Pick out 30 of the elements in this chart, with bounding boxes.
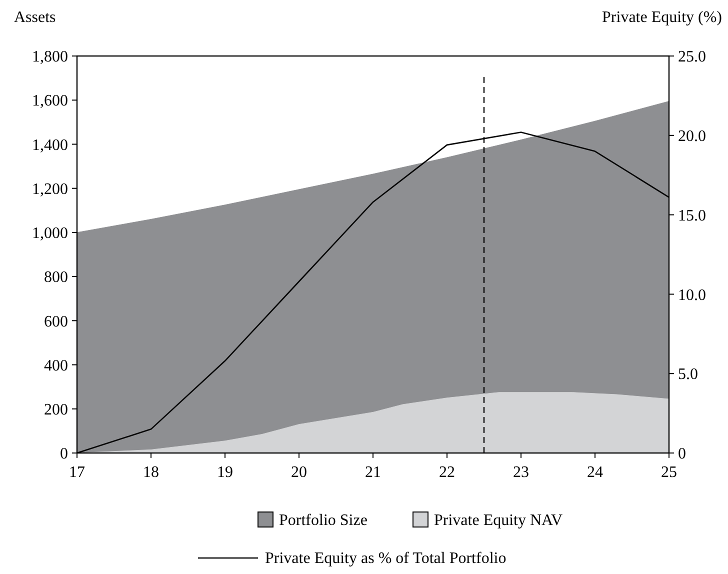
legend-label: Portfolio Size (279, 512, 368, 529)
x-tick-label: 19 (217, 464, 233, 481)
y2-tick-label: 20.0 (678, 128, 706, 145)
y-tick-label: 400 (44, 357, 68, 374)
y-tick-label: 1,200 (32, 180, 68, 198)
x-tick-label: 17 (69, 464, 85, 481)
y-tick-label: 1,000 (32, 225, 68, 242)
y-tick-label: 1,600 (32, 92, 68, 110)
x-tick-label: 25 (661, 464, 677, 481)
y-tick-label: 200 (44, 401, 68, 418)
x-tick-label: 20 (291, 464, 307, 481)
y-tick-label: 0 (60, 446, 68, 463)
y2-tick-label: 10.0 (678, 286, 706, 304)
legend-label: Private Equity NAV (434, 512, 564, 529)
y-tick-label: 1,400 (32, 136, 68, 154)
y-axis-title: Assets (14, 9, 56, 26)
y2-tick-label: 25.0 (678, 48, 706, 66)
y-tick-label: 600 (44, 313, 68, 330)
y2-tick-label: 5.0 (678, 366, 698, 384)
y-tick-label: 800 (44, 269, 68, 286)
y-tick-label: 1,800 (32, 48, 68, 66)
y2-axis-title: Private Equity (%) (602, 9, 722, 26)
x-tick-label: 24 (587, 464, 603, 481)
y2-tick-label: 0 (678, 446, 686, 463)
x-tick-label: 21 (365, 464, 381, 481)
x-tick-label: 18 (143, 464, 159, 481)
legend-label: Private Equity as % of Total Portfolio (265, 550, 506, 567)
y2-tick-label: 15.0 (678, 207, 706, 224)
x-tick-label: 22 (439, 464, 455, 481)
x-tick-label: 23 (513, 464, 529, 481)
